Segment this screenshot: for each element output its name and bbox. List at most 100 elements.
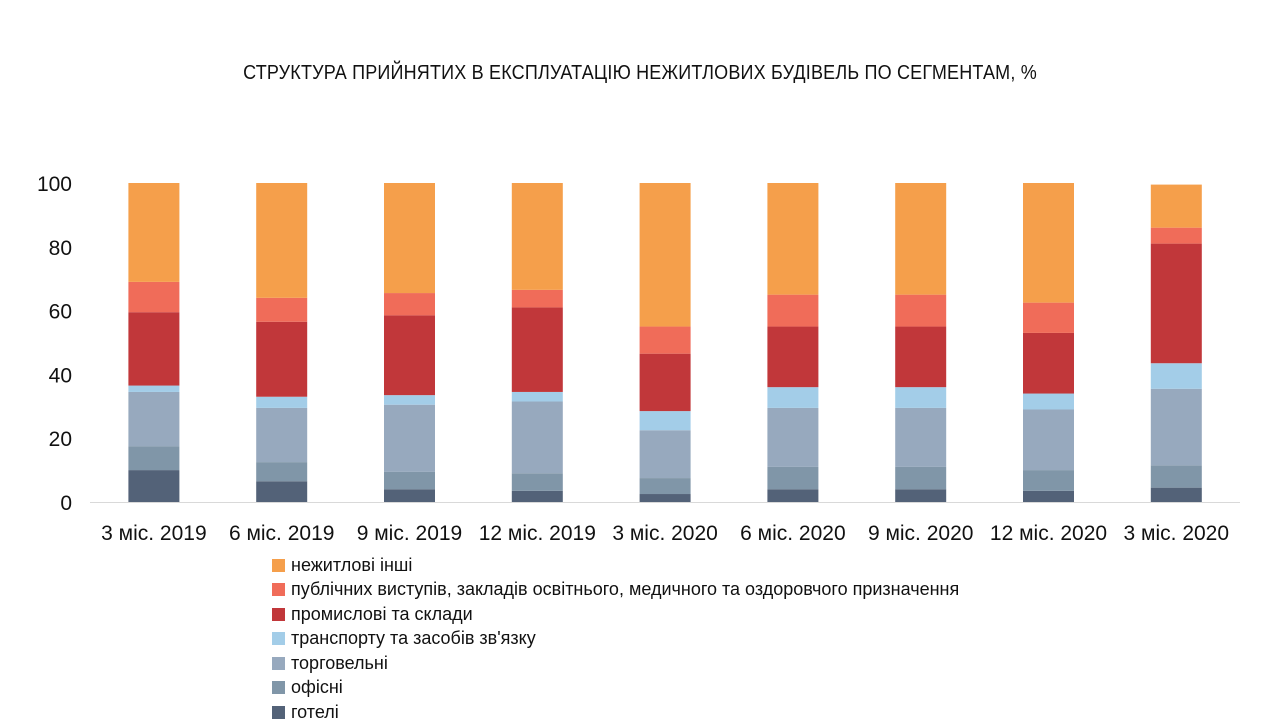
x-tick-label: 9 міс. 2020 xyxy=(868,522,974,545)
x-tick-label: 3 міс. 2019 xyxy=(101,522,207,545)
legend-item: торговельні xyxy=(272,651,959,676)
legend-label: транспорту та засобів зв'язку xyxy=(291,628,536,649)
legend-label: промислові та склади xyxy=(291,603,473,624)
y-tick-label: 40 xyxy=(49,364,72,387)
x-tick-label: 12 міс. 2020 xyxy=(990,522,1107,545)
y-tick-label: 20 xyxy=(49,428,72,451)
bar-segment xyxy=(767,326,819,388)
bar-segment xyxy=(767,387,819,408)
legend-swatch xyxy=(272,558,285,572)
legend-label: публічних виступів, закладів освітнього,… xyxy=(291,579,960,600)
bar-segment xyxy=(511,307,563,392)
x-tick-label: 6 міс. 2019 xyxy=(229,522,335,545)
bar-segment xyxy=(639,478,691,495)
bar-segment xyxy=(1150,243,1202,364)
bar-segment xyxy=(511,183,563,290)
x-tick-label: 3 міс. 2020 xyxy=(612,522,718,545)
x-tick-label: 9 міс. 2019 xyxy=(357,522,463,545)
bar-segment xyxy=(895,326,947,388)
y-tick-label: 0 xyxy=(60,492,72,515)
bar-segment xyxy=(256,297,308,322)
bar-segment xyxy=(895,183,947,295)
bar-segment xyxy=(1023,409,1074,471)
legend-swatch xyxy=(272,681,285,695)
x-tick-label: 3 міс. 2020 xyxy=(1124,522,1230,545)
bar-segment xyxy=(1150,227,1202,244)
legend-swatch xyxy=(272,705,285,719)
bar-segment xyxy=(128,470,180,502)
bar-segment xyxy=(895,294,947,327)
bar-segment xyxy=(128,312,180,386)
bar-segment xyxy=(1150,487,1202,502)
bar-segment xyxy=(384,183,435,294)
bar-segment xyxy=(256,481,308,502)
legend-swatch xyxy=(272,632,285,646)
bar-segment xyxy=(384,315,435,396)
bar-segment xyxy=(1023,332,1074,394)
bar-segment xyxy=(384,395,435,405)
bar-segment xyxy=(767,466,819,490)
bar-segment xyxy=(1023,393,1074,410)
bar-segment xyxy=(895,387,947,408)
legend-label: готелі xyxy=(291,701,339,722)
bar-segment xyxy=(1150,363,1202,389)
bar-segment xyxy=(1150,465,1202,488)
x-tick-label: 6 міс. 2020 xyxy=(740,522,846,545)
bar-segment xyxy=(895,489,947,502)
bar-segment xyxy=(384,293,435,316)
legend-label: офісні xyxy=(291,677,343,698)
bar-segment xyxy=(511,391,563,402)
legend-item: публічних виступів, закладів освітнього,… xyxy=(272,578,959,603)
legend: нежитлові інші публічних виступів, заклад… xyxy=(272,553,959,725)
legend-item: промислові та склади xyxy=(272,602,959,627)
legend-item: транспорту та засобів зв'язку xyxy=(272,627,959,652)
bar-segment xyxy=(128,281,180,313)
bar-segment xyxy=(767,294,819,327)
y-tick-label: 60 xyxy=(49,301,72,324)
bar-segment xyxy=(767,183,819,295)
bar-segment xyxy=(1150,388,1202,466)
bar-segment xyxy=(895,466,947,490)
bar-segment xyxy=(1023,490,1074,502)
bar-segment xyxy=(384,404,435,472)
bar-segment xyxy=(639,411,691,431)
legend-item: нежитлові інші xyxy=(272,553,959,578)
bar-segment xyxy=(895,407,947,467)
bar-segment xyxy=(128,385,180,392)
bar-segment xyxy=(511,473,563,491)
legend-swatch xyxy=(272,607,285,621)
legend-item: готелі xyxy=(272,700,959,725)
bar-segment xyxy=(256,183,308,298)
bar-segment xyxy=(639,494,691,502)
bar-segment xyxy=(1150,184,1202,228)
chart-title: СТРУКТУРА ПРИЙНЯТИХ В ЕКСПЛУАТАЦІЮ НЕЖИТ… xyxy=(243,62,1037,84)
bar-segment xyxy=(639,353,691,412)
bar-segment xyxy=(384,489,435,502)
bar-segment xyxy=(639,430,691,479)
bar-segment xyxy=(256,321,308,397)
bar-segment xyxy=(384,471,435,490)
bar-segment xyxy=(128,446,180,471)
bar-segment xyxy=(128,183,180,282)
legend-label: нежитлові інші xyxy=(291,554,413,575)
bar-segment xyxy=(128,391,180,447)
bar-segment xyxy=(767,407,819,467)
legend-item: офісні xyxy=(272,676,959,701)
bar-segment xyxy=(1023,470,1074,491)
bar-segment xyxy=(511,490,563,502)
bar-segment xyxy=(639,326,691,354)
y-tick-label: 100 xyxy=(37,173,72,196)
bar-segment xyxy=(256,407,308,463)
legend-label: торговельні xyxy=(291,652,388,673)
legend-swatch xyxy=(272,656,285,670)
bar-segment xyxy=(1023,302,1074,333)
bar-segment xyxy=(767,489,819,502)
x-tick-label: 12 міс. 2019 xyxy=(479,522,596,545)
bar-segment xyxy=(511,289,563,308)
bar-segment xyxy=(1023,183,1074,303)
y-tick-label: 80 xyxy=(49,237,72,260)
bar-segment xyxy=(639,183,691,327)
bar-segment xyxy=(511,401,563,474)
